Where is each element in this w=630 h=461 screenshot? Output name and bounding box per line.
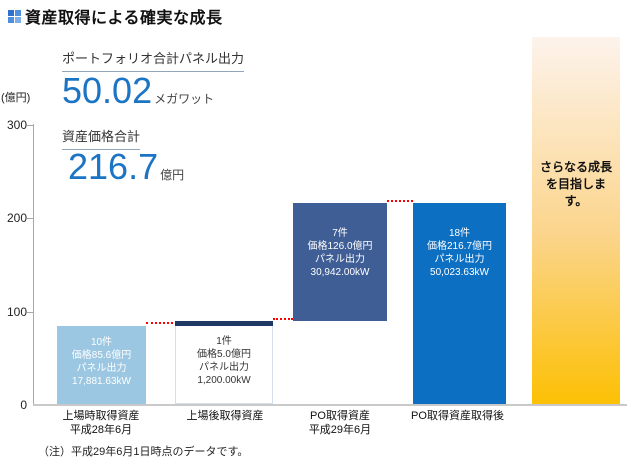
asset-price-value: 216.7	[68, 146, 159, 187]
x-label-line: 平成28年6月	[69, 424, 133, 436]
bar-label-block: 7件 価格126.0億円 パネル出力 30,942.00kW	[293, 203, 387, 279]
panel-output-value-row: 50.02 メガワット	[62, 70, 214, 112]
x-label-line: 平成29年6月	[308, 424, 372, 436]
bar-panel-output-value: 30,942.00kW	[310, 267, 370, 278]
x-label-po-acquired-assets: PO取得資産 平成29年6月	[280, 409, 400, 437]
bar-increment-segment	[175, 321, 273, 326]
x-label-line: 上場後取得資産	[186, 410, 264, 422]
blue-squares-icon	[8, 10, 22, 24]
bar-after-po-total: 18件 価格216.7億円 パネル出力 50,023.63kW	[413, 203, 506, 404]
bar-panel-output-caption: パネル出力	[315, 254, 365, 265]
future-growth-line: さらなる成長	[539, 160, 612, 174]
bar-panel-output-caption: パネル出力	[76, 363, 127, 374]
x-label-ipo-assets: 上場時取得資産 平成28年6月	[41, 409, 161, 437]
asset-price-value-row: 216.7 億円	[68, 146, 184, 188]
bar-ipo-assets: 10件 価格85.6億円 パネル出力 17,881.63kW	[57, 326, 146, 404]
future-growth-bar: さらなる成長 を目指しま す。	[532, 37, 620, 404]
asset-price-label: 資産価格合計	[62, 126, 141, 150]
page-title: 資産取得による確実な成長	[25, 10, 223, 27]
bar-label-block: 18件 価格216.7億円 パネル出力 50,023.63kW	[413, 203, 506, 279]
x-label-line: PO取得資産	[310, 410, 370, 422]
y-tick-300: 300	[6, 118, 27, 132]
x-label-line: 上場時取得資産	[62, 410, 140, 422]
x-label-line: PO取得資産取得後	[411, 410, 504, 422]
bar-price: 価格5.0億円	[197, 349, 251, 360]
footnote: （注）平成29年6月1日時点のデータです。	[38, 446, 249, 458]
title-row: 資産取得による確実な成長	[8, 4, 223, 28]
bar-count: 1件	[216, 336, 232, 347]
future-growth-line: を目指しま	[545, 177, 606, 191]
future-growth-text: さらなる成長 を目指しま す。	[532, 159, 620, 210]
bar-price: 価格126.0億円	[307, 241, 373, 252]
bar-count: 18件	[448, 228, 471, 239]
panel-output-label: ポートフォリオ合計パネル出力	[62, 48, 245, 72]
bar-price: 価格216.7億円	[426, 241, 493, 252]
bar-po-acquired-assets: 7件 価格126.0億円 パネル出力 30,942.00kW	[293, 203, 387, 321]
x-axis-line	[33, 404, 627, 406]
future-growth-line: す。	[564, 194, 588, 208]
y-axis-line	[33, 124, 34, 405]
x-label-post-ipo-assets: 上場後取得資産	[165, 409, 285, 423]
bar-post-ipo-assets: 1件 価格5.0億円 パネル出力 1,200.00kW	[175, 321, 273, 404]
bar-panel-output-value: 1,200.00kW	[197, 375, 251, 386]
bar-price: 価格85.6億円	[71, 350, 132, 361]
x-label-after-po-total: PO取得資産取得後	[395, 409, 520, 423]
bar-panel-output-value: 50,023.63kW	[430, 267, 489, 278]
bar-label-block: 10件 価格85.6億円 パネル出力 17,881.63kW	[57, 326, 146, 388]
bar-count: 7件	[332, 228, 348, 239]
red-dotted-connector	[146, 322, 177, 324]
y-tick-0: 0	[20, 398, 27, 412]
red-dotted-connector	[387, 200, 413, 202]
y-tickmark	[27, 125, 33, 126]
y-tick-100: 100	[6, 305, 27, 319]
bar-panel-output-caption: パネル出力	[434, 254, 485, 265]
bar-panel-output-value: 17,881.63kW	[72, 376, 131, 387]
bar-panel-output-caption: パネル出力	[199, 362, 249, 373]
panel-output-value: 50.02	[62, 70, 153, 111]
asset-price-unit: 億円	[160, 168, 185, 182]
y-tickmark	[27, 218, 33, 219]
red-dotted-connector	[273, 318, 293, 320]
bar-count: 10件	[90, 337, 113, 348]
panel-output-unit: メガワット	[154, 92, 215, 106]
y-axis-unit-label: (億円)	[1, 92, 31, 104]
bar-label-block: 1件 価格5.0億円 パネル出力 1,200.00kW	[176, 321, 272, 387]
y-tick-200: 200	[6, 211, 27, 225]
y-tickmark	[27, 312, 33, 313]
